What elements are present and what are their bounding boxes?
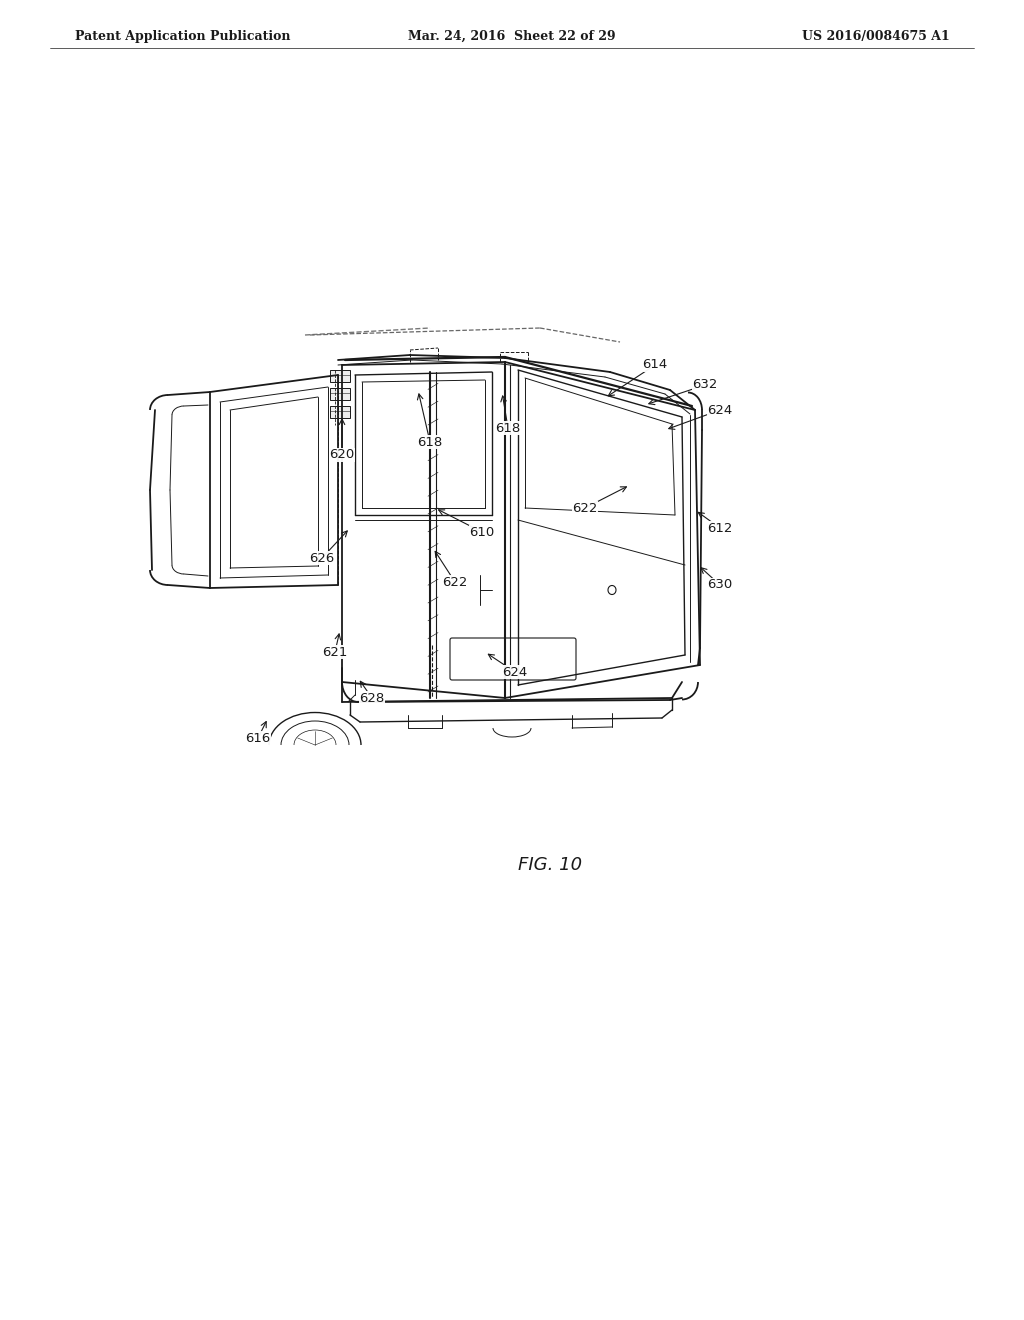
FancyBboxPatch shape [450,638,575,680]
FancyBboxPatch shape [330,388,350,400]
Text: FIG. 10: FIG. 10 [518,855,582,874]
Text: 621: 621 [323,645,348,659]
Text: 622: 622 [572,502,598,515]
Text: 624: 624 [503,665,527,678]
Text: 610: 610 [469,525,495,539]
Text: US 2016/0084675 A1: US 2016/0084675 A1 [802,30,950,44]
FancyBboxPatch shape [330,370,350,381]
Text: 618: 618 [496,421,520,434]
Text: 616: 616 [246,731,270,744]
Text: 624: 624 [708,404,732,417]
FancyBboxPatch shape [330,407,350,418]
Text: 618: 618 [418,436,442,449]
Text: 630: 630 [708,578,732,591]
Text: 612: 612 [708,521,733,535]
Text: Mar. 24, 2016  Sheet 22 of 29: Mar. 24, 2016 Sheet 22 of 29 [409,30,615,44]
Text: 628: 628 [359,692,385,705]
Text: 622: 622 [442,576,468,589]
Text: 632: 632 [692,379,718,392]
Text: 626: 626 [309,552,335,565]
Text: 620: 620 [330,449,354,462]
Text: Patent Application Publication: Patent Application Publication [75,30,291,44]
Text: 614: 614 [642,359,668,371]
